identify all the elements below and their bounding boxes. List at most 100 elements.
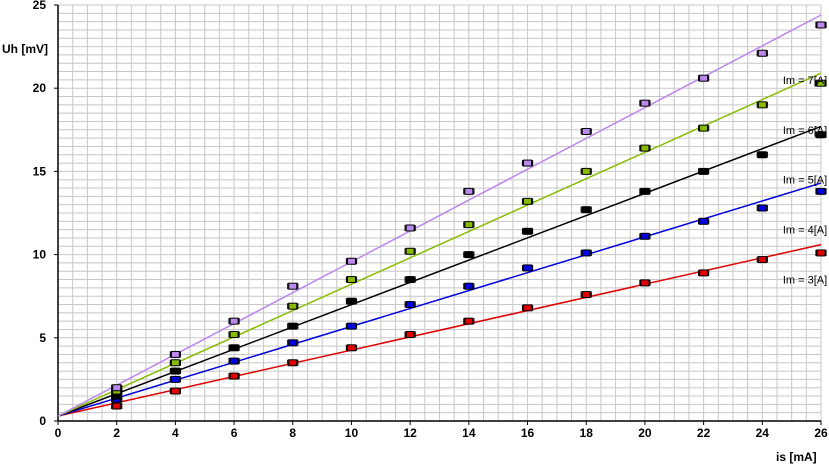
series-3-point: [521, 227, 534, 235]
x-tick-label: 26: [814, 426, 828, 440]
series-5-point: [639, 99, 651, 107]
series-4-point: [404, 247, 416, 255]
point-marker: [170, 367, 180, 375]
series-3-point: [698, 167, 710, 175]
point-marker: [288, 359, 298, 367]
series-5-point: [228, 317, 240, 325]
series-2-point: [698, 217, 710, 225]
point-marker: [640, 232, 650, 240]
point-marker: [699, 124, 709, 132]
y-tick-label: 25: [33, 0, 47, 12]
point-marker: [757, 204, 767, 212]
series-3-point: [463, 251, 475, 259]
series-4-point: [698, 124, 710, 132]
point-marker: [816, 187, 826, 195]
point-marker: [229, 330, 239, 338]
series-3-point: [756, 151, 768, 159]
y-axis-label: Uh [mV]: [2, 42, 48, 56]
x-tick-label: 4: [172, 426, 179, 440]
series-5-point: [756, 49, 768, 57]
y-tick-label: 15: [33, 164, 47, 178]
series-1-point: [698, 269, 710, 277]
point-marker: [699, 74, 709, 82]
series-2-point: [287, 339, 299, 347]
point-marker: [464, 317, 474, 325]
x-tick-label: 22: [697, 426, 711, 440]
point-marker: [640, 144, 650, 152]
point-marker: [757, 151, 767, 159]
series-2-fit-line: [57, 182, 822, 417]
point-marker: [523, 264, 533, 272]
series-2-point: [580, 249, 592, 257]
x-tick-label: 16: [521, 426, 535, 440]
series-4-point: [463, 221, 475, 229]
series-2-point: [639, 232, 651, 240]
point-marker: [699, 167, 709, 175]
point-marker: [170, 387, 180, 395]
gridlines: [57, 4, 822, 422]
point-marker: [405, 247, 415, 255]
series-2-point: [521, 264, 534, 272]
series-3-fit-line: [57, 125, 822, 417]
point-marker: [346, 344, 356, 352]
fit-lines: [57, 14, 822, 417]
point-marker: [405, 330, 415, 338]
point-marker: [405, 301, 415, 309]
series-label: Im = 7[A]: [783, 75, 827, 87]
series-2-point: [463, 282, 475, 290]
series-2-point: [345, 322, 358, 330]
point-marker: [581, 249, 591, 257]
point-marker: [816, 249, 826, 257]
point-marker: [699, 269, 709, 277]
series-4-point: [815, 79, 827, 87]
series-5-point: [287, 282, 299, 290]
point-marker: [170, 375, 180, 383]
series-label: Im = 6[A]: [783, 125, 827, 137]
point-marker: [346, 276, 356, 284]
series-3-point: [580, 206, 592, 214]
series-label: Im = 3[A]: [783, 275, 827, 287]
point-marker: [523, 159, 533, 167]
series-2-point: [169, 375, 181, 383]
series-5-point: [169, 350, 181, 358]
series-4-point: [756, 101, 768, 109]
series-1-fit-line: [57, 243, 822, 417]
point-marker: [229, 317, 239, 325]
point-marker: [757, 256, 767, 264]
point-marker: [112, 384, 122, 392]
x-axis-label: is [mA]: [776, 450, 817, 464]
series-4-point: [169, 359, 181, 367]
point-marker: [288, 339, 298, 347]
series-5-point: [580, 127, 592, 135]
series-4-point: [639, 144, 651, 152]
point-marker: [640, 279, 650, 287]
point-marker: [229, 344, 239, 352]
point-marker: [757, 49, 767, 57]
point-marker: [581, 167, 591, 175]
series-4-fit-line: [57, 72, 822, 417]
data-points: [111, 21, 827, 410]
series-1-point: [463, 317, 475, 325]
point-marker: [523, 197, 533, 205]
series-2-point: [756, 204, 768, 212]
series-label: Im = 4[A]: [783, 225, 827, 237]
series-1-point: [815, 249, 827, 257]
axes: [54, 4, 822, 425]
series-3-point: [404, 276, 416, 284]
series-5-point: [345, 257, 358, 265]
series-1-point: [639, 279, 651, 287]
point-marker: [170, 350, 180, 358]
point-marker: [405, 224, 415, 232]
series-1-point: [521, 304, 534, 312]
series-2-point: [404, 301, 416, 309]
point-marker: [464, 221, 474, 229]
y-tick-label: 5: [39, 331, 46, 345]
point-marker: [288, 302, 298, 310]
series-5-point: [698, 74, 710, 82]
series-label: Im = 5[A]: [783, 175, 827, 187]
point-marker: [816, 79, 826, 87]
point-marker: [346, 322, 356, 330]
series-1-point: [404, 330, 416, 338]
